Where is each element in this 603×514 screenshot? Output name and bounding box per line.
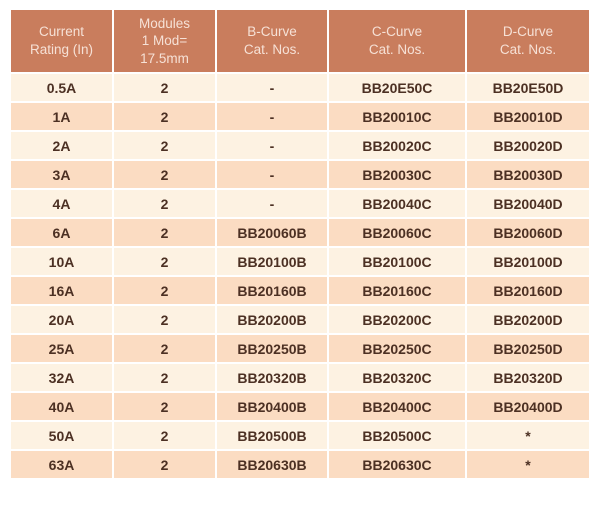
- table-row: 4A 2- BB20040C BB20040D: [11, 190, 589, 217]
- table-cell-d_curve: BB20200D: [467, 306, 589, 333]
- table-cell-d_curve: *: [467, 451, 589, 478]
- table-cell-modules: 2: [114, 219, 215, 246]
- table-cell-rating: 6A: [11, 219, 112, 246]
- table-cell-modules: 2: [114, 190, 215, 217]
- table-row: 10A 2 BB20100B BB20100C BB20100D: [11, 248, 589, 275]
- table-cell-modules: 2: [114, 248, 215, 275]
- table-header-row: Current Rating (In) Modules 1 Mod= 17.5mm…: [11, 10, 589, 72]
- table-cell-modules: 2: [114, 393, 215, 420]
- table-cell-modules: 2: [114, 335, 215, 362]
- table-cell-c_curve: BB20250C: [329, 335, 465, 362]
- table-cell-modules: 2: [114, 132, 215, 159]
- table-cell-rating: 40A: [11, 393, 112, 420]
- table-cell-c_curve: BB20100C: [329, 248, 465, 275]
- table-cell-b_curve: BB20320B: [217, 364, 327, 391]
- table-cell-b_curve: BB20400B: [217, 393, 327, 420]
- table-cell-b_curve: BB20160B: [217, 277, 327, 304]
- table-cell-modules: 2: [114, 74, 215, 101]
- column-header-c_curve: C-Curve Cat. Nos.: [329, 10, 465, 72]
- table-cell-d_curve: BB20030D: [467, 161, 589, 188]
- column-header-rating: Current Rating (In): [11, 10, 112, 72]
- table-cell-d_curve: BB20250D: [467, 335, 589, 362]
- table-cell-modules: 2: [114, 364, 215, 391]
- table-cell-rating: 16A: [11, 277, 112, 304]
- column-header-modules: Modules 1 Mod= 17.5mm: [114, 10, 215, 72]
- catalog-table: Current Rating (In) Modules 1 Mod= 17.5mm…: [9, 8, 591, 480]
- table-cell-modules: 2: [114, 306, 215, 333]
- column-header-b_curve: B-Curve Cat. Nos.: [217, 10, 327, 72]
- table-cell-c_curve: BB20040C: [329, 190, 465, 217]
- table-cell-b_curve: BB20630B: [217, 451, 327, 478]
- table-cell-c_curve: BB20E50C: [329, 74, 465, 101]
- table-cell-c_curve: BB20060C: [329, 219, 465, 246]
- table-cell-b_curve: -: [217, 132, 327, 159]
- table-cell-d_curve: BB20040D: [467, 190, 589, 217]
- table-cell-b_curve: -: [217, 190, 327, 217]
- table-cell-b_curve: -: [217, 74, 327, 101]
- table-row: 16A 2 BB20160B BB20160C BB20160D: [11, 277, 589, 304]
- table-cell-d_curve: BB20400D: [467, 393, 589, 420]
- column-header-d_curve: D-Curve Cat. Nos.: [467, 10, 589, 72]
- table-row: 40A 2 BB20400B BB20400C BB20400D: [11, 393, 589, 420]
- table-cell-modules: 2: [114, 161, 215, 188]
- table-cell-d_curve: BB20E50D: [467, 74, 589, 101]
- table-row: 2A 2- BB20020C BB20020D: [11, 132, 589, 159]
- table-cell-c_curve: BB20320C: [329, 364, 465, 391]
- table-cell-modules: 2: [114, 422, 215, 449]
- table-row: 32A 2 BB20320B BB20320C BB20320D: [11, 364, 589, 391]
- table-cell-rating: 20A: [11, 306, 112, 333]
- table-cell-rating: 25A: [11, 335, 112, 362]
- table-cell-c_curve: BB20400C: [329, 393, 465, 420]
- table-cell-c_curve: BB20010C: [329, 103, 465, 130]
- table-cell-b_curve: BB20200B: [217, 306, 327, 333]
- table-cell-modules: 2: [114, 103, 215, 130]
- table-row: 0.5A 2- BB20E50C BB20E50D: [11, 74, 589, 101]
- table-cell-c_curve: BB20200C: [329, 306, 465, 333]
- table-cell-b_curve: -: [217, 161, 327, 188]
- table-body: 0.5A 2- BB20E50C BB20E50D 1A 2- BB20010C BB2001…: [11, 74, 589, 478]
- table-cell-d_curve: BB20010D: [467, 103, 589, 130]
- table-cell-rating: 32A: [11, 364, 112, 391]
- table-cell-rating: 3A: [11, 161, 112, 188]
- table-cell-modules: 2: [114, 451, 215, 478]
- table-cell-d_curve: BB20020D: [467, 132, 589, 159]
- table-cell-rating: 4A: [11, 190, 112, 217]
- table-cell-d_curve: BB20160D: [467, 277, 589, 304]
- table-row: 20A 2 BB20200B BB20200C BB20200D: [11, 306, 589, 333]
- table-cell-c_curve: BB20160C: [329, 277, 465, 304]
- table-cell-rating: 50A: [11, 422, 112, 449]
- table-cell-rating: 10A: [11, 248, 112, 275]
- table-row: 3A 2- BB20030C BB20030D: [11, 161, 589, 188]
- table-cell-c_curve: BB20030C: [329, 161, 465, 188]
- table-cell-rating: 63A: [11, 451, 112, 478]
- table-cell-d_curve: BB20320D: [467, 364, 589, 391]
- table-row: 1A 2- BB20010C BB20010D: [11, 103, 589, 130]
- table-cell-d_curve: BB20100D: [467, 248, 589, 275]
- table-cell-rating: 0.5A: [11, 74, 112, 101]
- table-row: 63A 2 BB20630B BB20630C *: [11, 451, 589, 478]
- catalog-table-container: Current Rating (In) Modules 1 Mod= 17.5mm…: [9, 8, 589, 480]
- table-cell-b_curve: BB20250B: [217, 335, 327, 362]
- table-cell-rating: 1A: [11, 103, 112, 130]
- table-cell-c_curve: BB20500C: [329, 422, 465, 449]
- table-row: 25A 2 BB20250B BB20250C BB20250D: [11, 335, 589, 362]
- table-row: 6A 2 BB20060B BB20060C BB20060D: [11, 219, 589, 246]
- table-cell-rating: 2A: [11, 132, 112, 159]
- table-cell-b_curve: BB20500B: [217, 422, 327, 449]
- table-cell-d_curve: *: [467, 422, 589, 449]
- table-cell-c_curve: BB20020C: [329, 132, 465, 159]
- table-cell-c_curve: BB20630C: [329, 451, 465, 478]
- table-cell-d_curve: BB20060D: [467, 219, 589, 246]
- table-cell-b_curve: BB20060B: [217, 219, 327, 246]
- table-row: 50A 2 BB20500B BB20500C *: [11, 422, 589, 449]
- table-cell-b_curve: BB20100B: [217, 248, 327, 275]
- table-cell-modules: 2: [114, 277, 215, 304]
- table-cell-b_curve: -: [217, 103, 327, 130]
